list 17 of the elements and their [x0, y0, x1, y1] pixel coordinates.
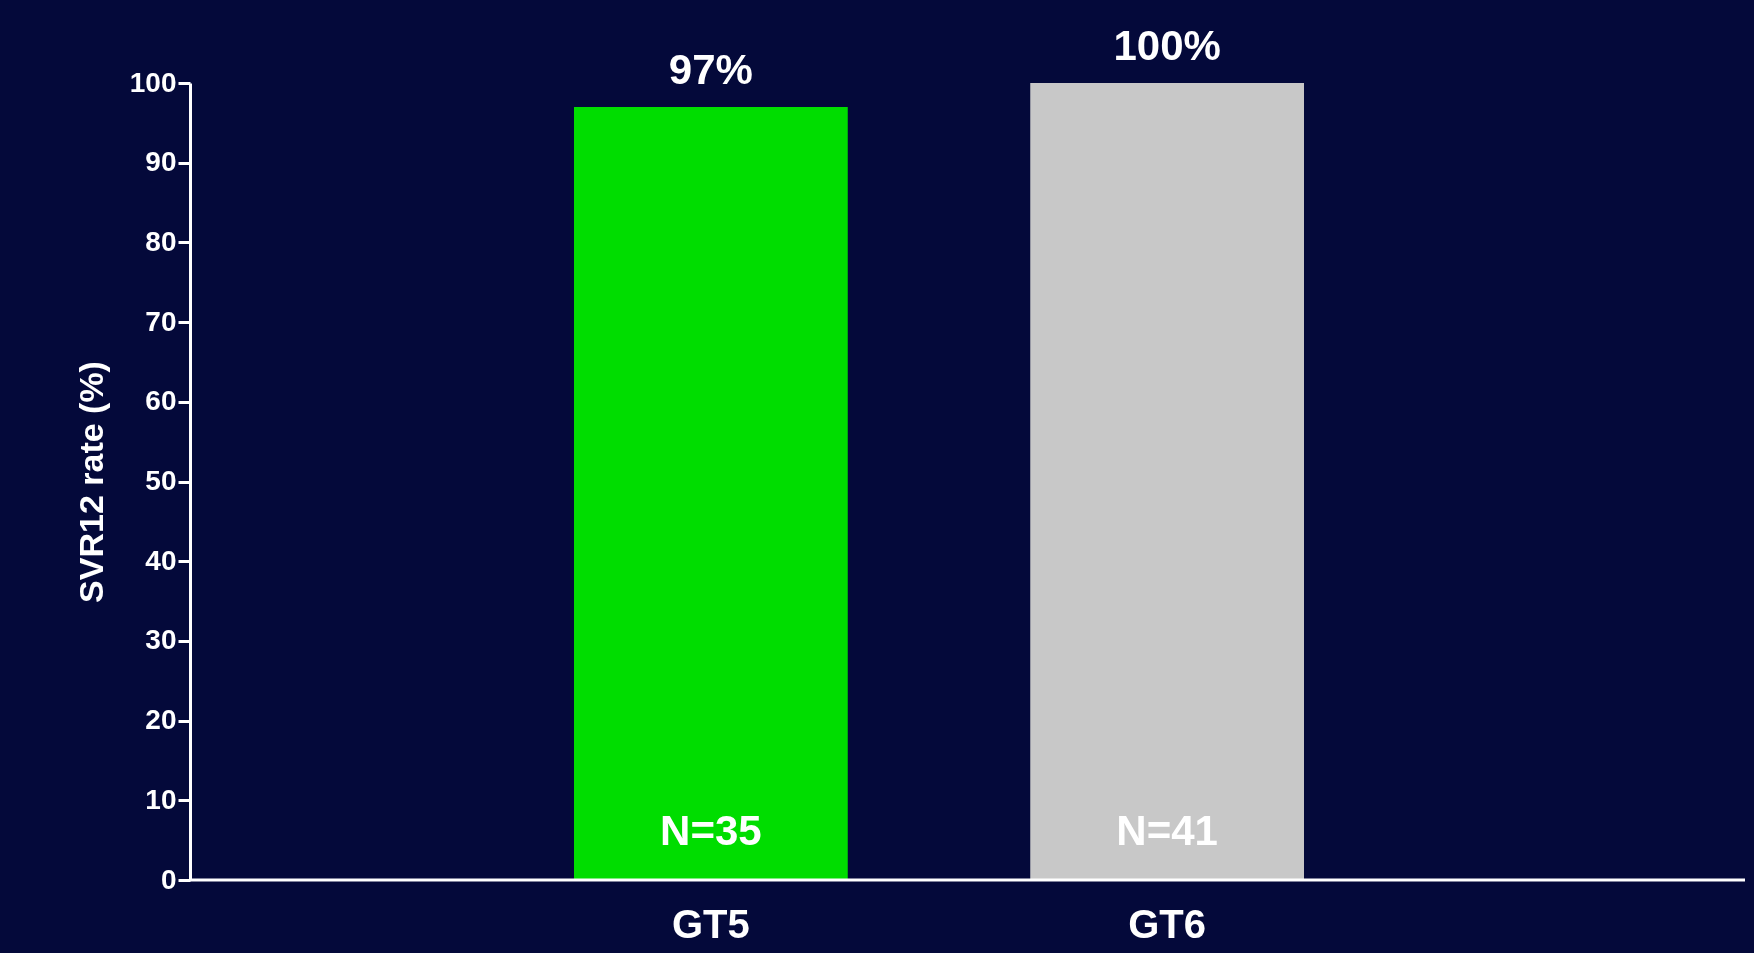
- x-tick-label: GT5: [671, 901, 750, 946]
- y-tick-label: 10: [145, 783, 177, 815]
- y-tick-label: 70: [145, 305, 177, 337]
- annotation: N=35: [660, 807, 762, 854]
- y-tick-label: 20: [145, 704, 177, 736]
- data-label: 100%: [1113, 22, 1221, 69]
- data-label: 97%: [668, 45, 753, 93]
- y-tick-label: 0: [160, 863, 177, 895]
- y-tick-label: 90: [145, 146, 177, 178]
- y-tick-label: 80: [145, 225, 177, 257]
- y-axis-title: SVR12 rate (%): [71, 361, 110, 603]
- x-tick-label: GT6: [1128, 901, 1207, 946]
- y-tick-label: 50: [145, 465, 177, 496]
- y-tick-label: 30: [145, 624, 177, 656]
- y-tick-label: 60: [145, 385, 177, 417]
- y-tick-label: 100: [129, 66, 177, 98]
- y-tick-label: 40: [145, 544, 177, 576]
